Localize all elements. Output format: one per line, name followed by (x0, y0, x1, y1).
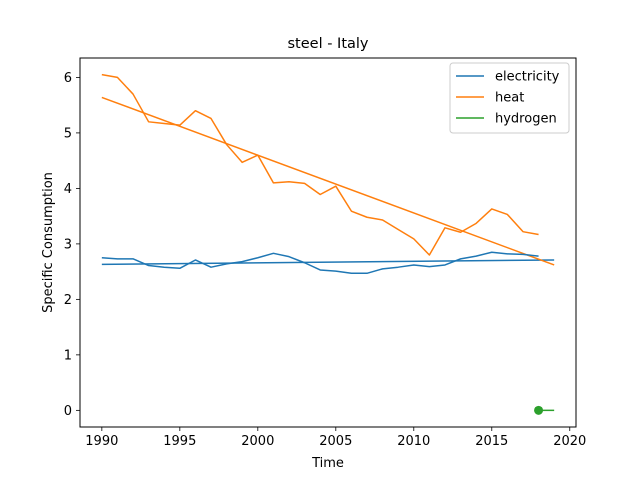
hydrogen-point-marker (534, 405, 544, 415)
x-tick-label: 1995 (163, 434, 196, 449)
y-axis-label: Specific Consumption (41, 172, 56, 313)
x-tick-label: 2015 (475, 434, 508, 449)
electricity-trend-line (101, 259, 555, 266)
y-tick-label: 6 (64, 71, 72, 86)
legend: electricity heat hydrogen (449, 62, 570, 134)
x-tick-label: 1990 (85, 434, 118, 449)
x-tick-label: 2020 (553, 434, 586, 449)
x-tick-label: 2005 (319, 434, 352, 449)
y-tick-label: 0 (64, 404, 72, 419)
y-axis: 0 1 2 3 4 5 6 (64, 71, 80, 419)
x-tick-label: 2000 (241, 434, 274, 449)
heat-series-line (101, 73, 539, 256)
y-tick-label: 4 (64, 182, 72, 197)
legend-label-hydrogen: hydrogen (495, 112, 557, 127)
chart-title: steel - Italy (287, 36, 368, 52)
plot-lines (101, 73, 555, 415)
x-tick-label: 2010 (397, 434, 430, 449)
y-tick-label: 1 (64, 348, 72, 363)
y-tick-label: 5 (64, 126, 72, 141)
legend-label-electricity: electricity (495, 70, 560, 85)
x-axis: 1990 1995 2000 2005 2010 2015 2020 (85, 427, 586, 449)
x-axis-label: Time (311, 456, 344, 471)
plot-frame (79, 57, 577, 428)
y-tick-label: 2 (64, 293, 72, 308)
legend-label-heat: heat (495, 91, 524, 106)
legend-box (449, 62, 570, 134)
y-tick-label: 3 (64, 237, 72, 252)
electricity-series-line (101, 251, 539, 275)
